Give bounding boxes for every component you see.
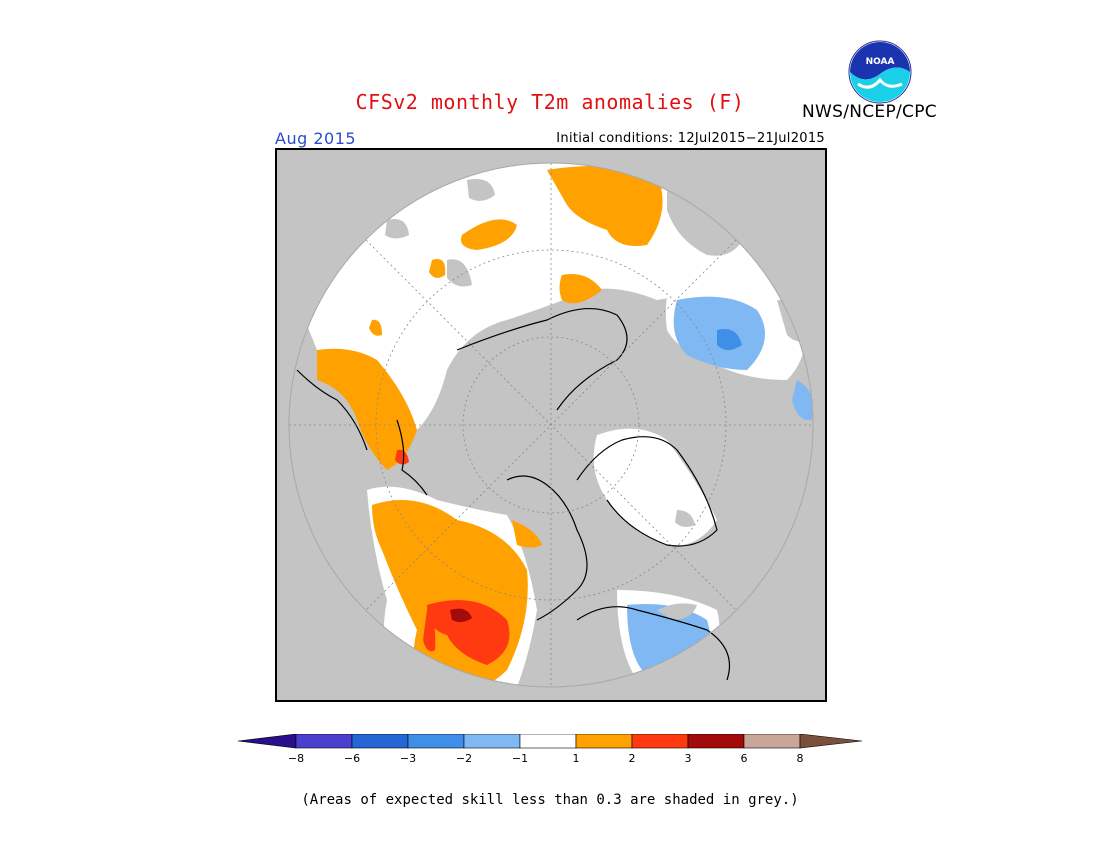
legend-tick-label: −1 <box>511 752 529 765</box>
coastlines <box>296 307 731 681</box>
legend-tick-label: 1 <box>572 752 580 765</box>
legend-tick-label: −3 <box>399 752 417 765</box>
legend-swatch-1-2 <box>575 734 633 749</box>
legend-swatch-minus8-minus6 <box>295 734 353 749</box>
legend-tick-label: 8 <box>796 752 804 765</box>
legend-tick-label: −8 <box>287 752 305 765</box>
forecast-period: Aug 2015 <box>275 129 357 148</box>
legend-swatch-minus3-minus2 <box>407 734 465 749</box>
map-title: CFSv2 monthly T2m anomalies (F) <box>355 90 745 114</box>
legend-tick-label: −6 <box>343 752 361 765</box>
legend-tick-label: 3 <box>684 752 692 765</box>
polar-map-canvas <box>277 150 825 700</box>
legend-swatch-3-6 <box>687 734 745 749</box>
legend-swatch-minus2-minus1 <box>463 734 521 749</box>
legend-tick-label: 6 <box>740 752 748 765</box>
legend-swatch-above-8 <box>799 734 862 749</box>
svg-text:NOAA: NOAA <box>866 57 895 67</box>
legend-tick-label: 2 <box>628 752 636 765</box>
legend-swatch-below-minus8 <box>238 734 297 749</box>
skill-footnote: (Areas of expected skill less than 0.3 a… <box>301 792 799 808</box>
legend-swatch-6-8 <box>743 734 801 749</box>
legend-swatch-minus1-1 <box>519 734 577 749</box>
initial-conditions: Initial conditions: 12Jul2015−21Jul2015 <box>556 131 825 146</box>
legend-swatch-2-3 <box>631 734 689 749</box>
legend-swatch-minus6-minus3 <box>351 734 409 749</box>
legend-colorbar <box>238 734 862 749</box>
noaa-logo-icon: NOAA <box>848 40 912 104</box>
polar-map <box>275 148 827 702</box>
legend-tick-label: −2 <box>455 752 473 765</box>
agency-label: NWS/NCEP/CPC <box>802 102 937 122</box>
